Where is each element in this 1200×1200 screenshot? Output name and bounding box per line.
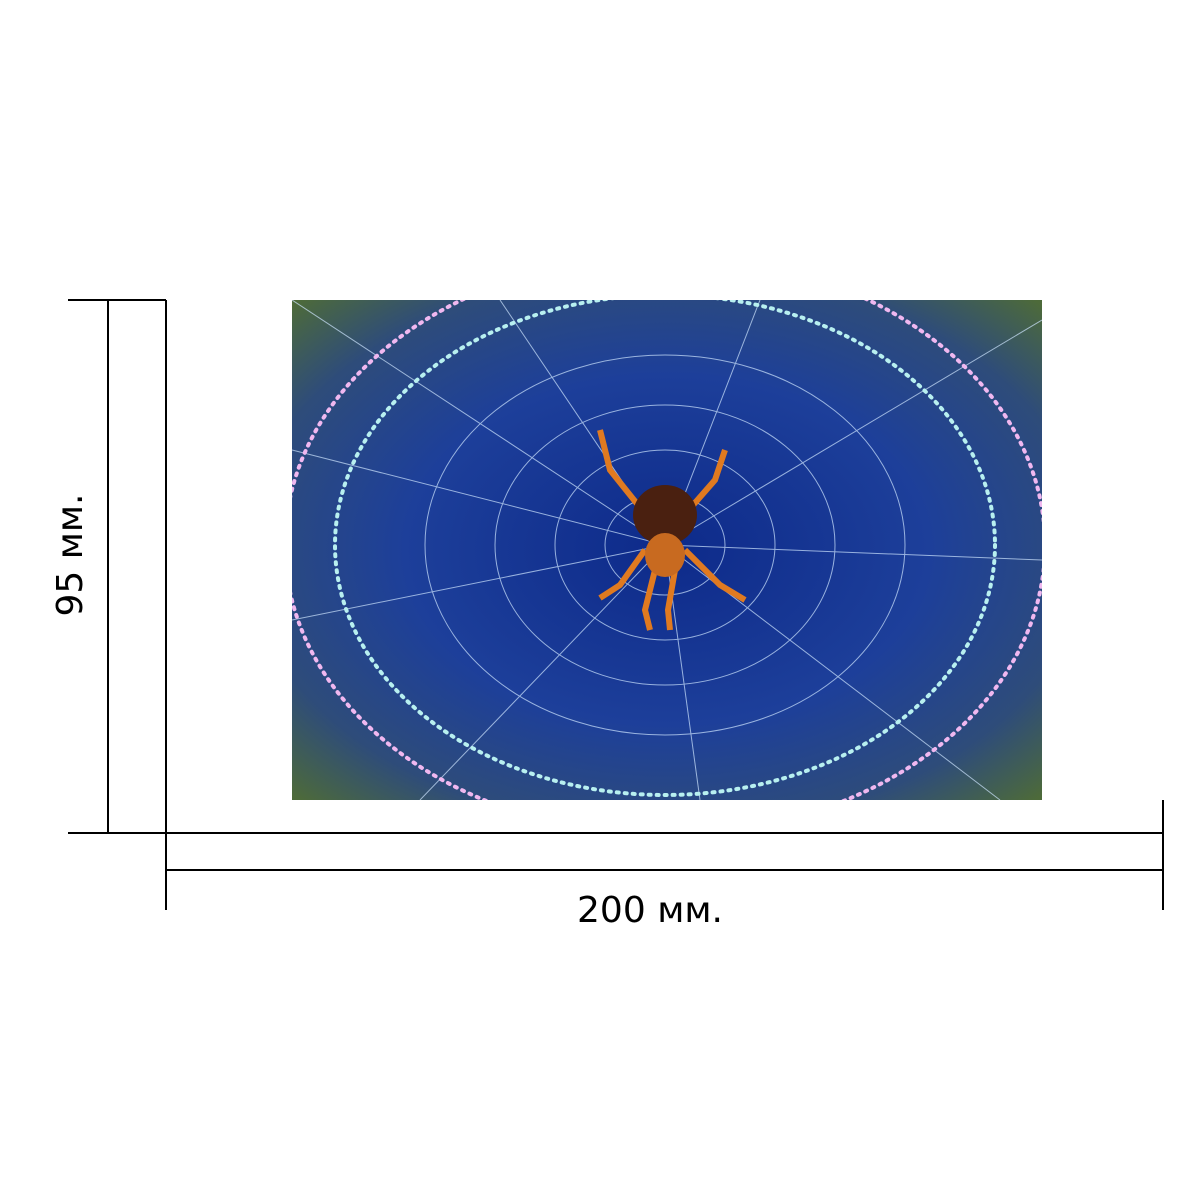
width-label: 200 мм. [577,890,723,931]
width-dimension: 200 мм. [165,800,1164,931]
product-photo [292,300,1042,800]
spider-head [645,533,685,577]
spider [597,429,747,631]
height-dimension: 95 мм. [50,299,167,834]
height-label: 95 мм. [50,493,91,616]
spider-body [633,485,697,545]
